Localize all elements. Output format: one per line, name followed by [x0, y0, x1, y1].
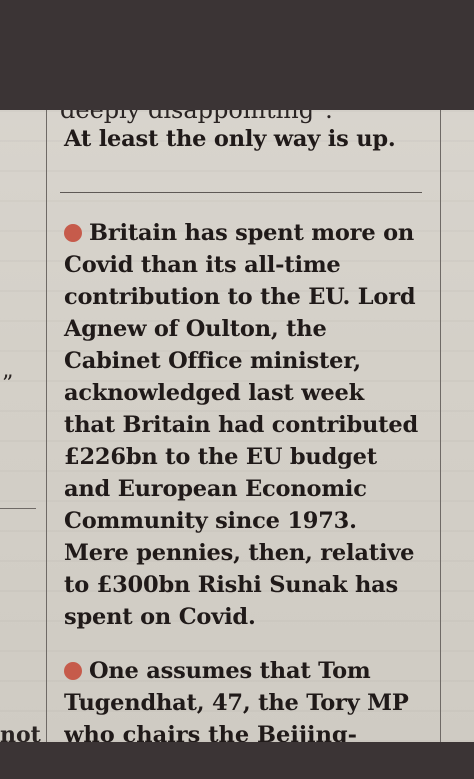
item-1-line: Cabinet Office minister, — [64, 348, 361, 374]
item-1-line: that Britain had contributed — [64, 412, 418, 438]
item-1-line: Mere pennies, then, relative — [64, 540, 415, 566]
column-rule-left — [46, 110, 47, 742]
left-column-quote-mark: ” — [2, 372, 14, 397]
left-column-divider — [0, 508, 36, 509]
item-2-line: One assumes that Tom — [64, 658, 371, 684]
top-cut-text: deeply disappointing". — [60, 110, 333, 124]
newspaper-page: ” not deeply disappointing". At least th… — [0, 110, 474, 742]
item-1-line: Covid than its all-time — [64, 252, 341, 278]
item-1-line: to £300bn Rishi Sunak has — [64, 572, 399, 598]
item-1-line: spent on Covid. — [64, 604, 256, 630]
item-1-line: Britain has spent more on — [64, 220, 414, 246]
red-bullet-icon — [64, 662, 82, 680]
lead-in-last-line: At least the only way is up. — [64, 126, 396, 152]
top-dark-band — [0, 0, 474, 110]
item-2-cut-line: who chairs the Beijing- — [64, 722, 358, 742]
section-divider — [60, 192, 422, 193]
item-1-line: £226bn to the EU budget — [64, 444, 377, 470]
left-column-cut-word: not — [0, 722, 41, 742]
item-1-line: contribution to the EU. Lord — [64, 284, 416, 310]
item-1-line: Community since 1973. — [64, 508, 357, 534]
column-rule-right — [440, 110, 441, 742]
item-1-line: Agnew of Oulton, the — [64, 316, 327, 342]
item-1-line: and European Economic — [64, 476, 367, 502]
red-bullet-icon — [64, 224, 82, 242]
item-1-line: acknowledged last week — [64, 380, 365, 406]
item-2-line: Tugendhat, 47, the Tory MP — [64, 690, 409, 716]
bottom-dark-band — [0, 742, 474, 779]
